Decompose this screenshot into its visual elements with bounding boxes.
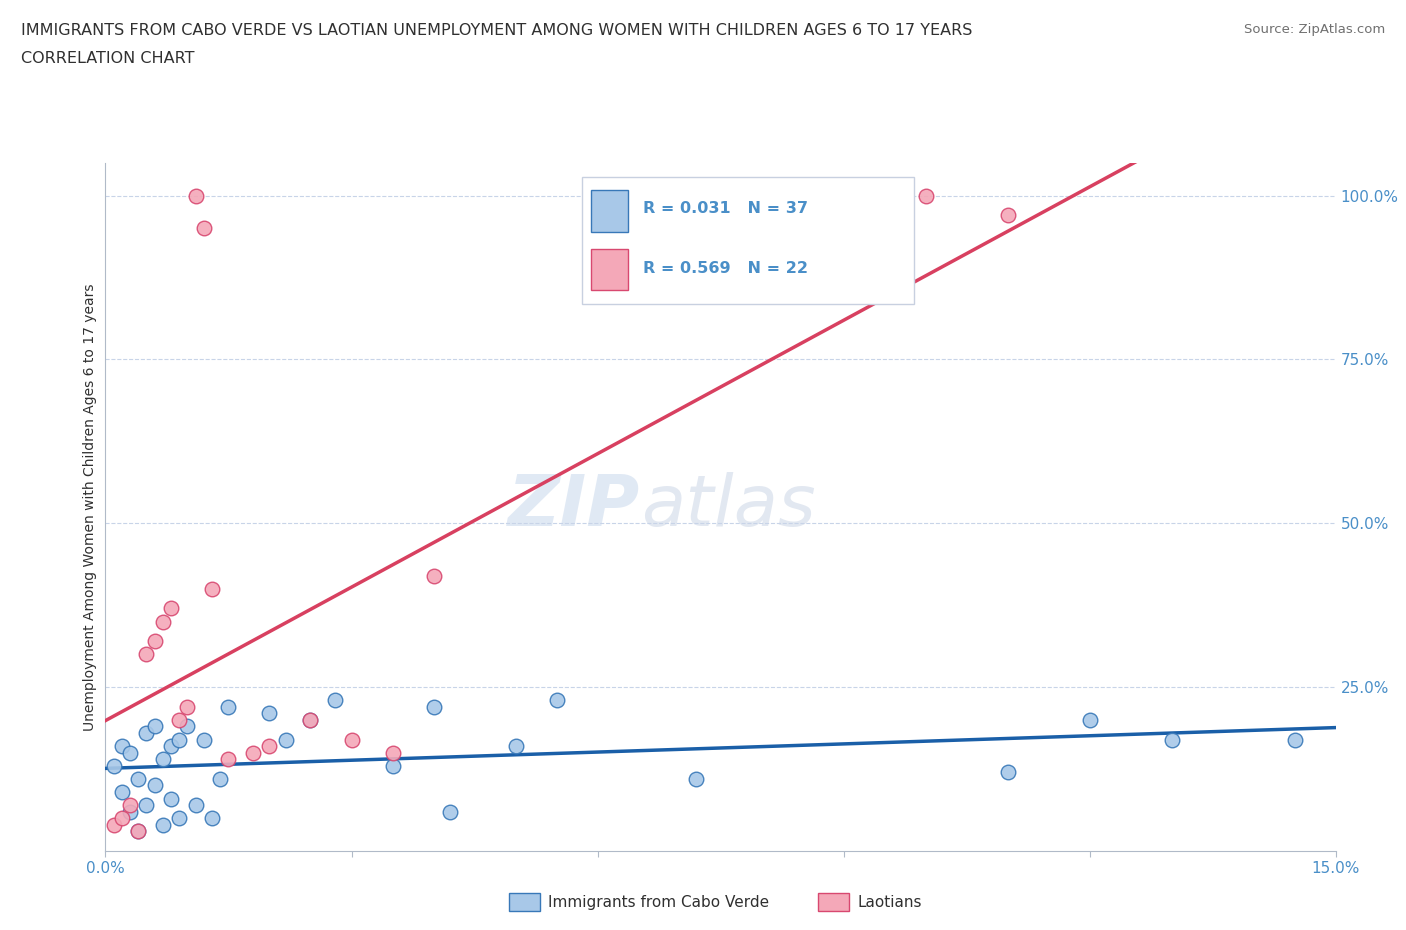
Point — [381, 758, 404, 773]
Point — [997, 207, 1019, 222]
Point — [299, 712, 322, 727]
Point — [201, 811, 224, 826]
Point — [120, 798, 141, 813]
Point — [209, 771, 232, 786]
Text: ZIP: ZIP — [509, 472, 641, 541]
FancyBboxPatch shape — [582, 177, 914, 304]
Text: atlas: atlas — [641, 472, 815, 541]
Point — [184, 188, 207, 203]
Point — [259, 738, 281, 753]
Text: R = 0.569   N = 22: R = 0.569 N = 22 — [643, 260, 808, 275]
Text: R = 0.031   N = 37: R = 0.031 N = 37 — [643, 202, 808, 217]
Point — [143, 633, 166, 648]
Point — [127, 824, 149, 839]
Point — [546, 693, 568, 708]
Bar — [592, 249, 628, 290]
Point — [274, 732, 297, 747]
Point — [152, 817, 174, 832]
Point — [422, 568, 444, 583]
Point — [422, 699, 444, 714]
Point — [193, 732, 215, 747]
Point — [381, 745, 404, 760]
Point — [111, 811, 134, 826]
Bar — [592, 191, 628, 232]
Point — [152, 614, 174, 629]
Point — [323, 693, 346, 708]
Point — [120, 804, 141, 819]
Point — [103, 758, 125, 773]
Point — [685, 771, 707, 786]
Point — [1284, 732, 1306, 747]
Point — [127, 771, 149, 786]
Text: IMMIGRANTS FROM CABO VERDE VS LAOTIAN UNEMPLOYMENT AMONG WOMEN WITH CHILDREN AGE: IMMIGRANTS FROM CABO VERDE VS LAOTIAN UN… — [21, 23, 973, 38]
Point — [201, 581, 224, 596]
Point — [169, 712, 191, 727]
Y-axis label: Unemployment Among Women with Children Ages 6 to 17 years: Unemployment Among Women with Children A… — [83, 283, 97, 731]
Point — [120, 745, 141, 760]
Point — [169, 732, 191, 747]
Point — [143, 719, 166, 734]
Point — [111, 738, 134, 753]
Text: Laotians: Laotians — [858, 895, 922, 910]
Point — [997, 764, 1019, 779]
Point — [169, 811, 191, 826]
Point — [135, 725, 157, 740]
Point — [184, 798, 207, 813]
Point — [103, 817, 125, 832]
Point — [176, 719, 198, 734]
Point — [1078, 712, 1101, 727]
Point — [176, 699, 198, 714]
Point — [127, 824, 149, 839]
Point — [135, 798, 157, 813]
Point — [160, 738, 183, 753]
Point — [299, 712, 322, 727]
Point — [439, 804, 461, 819]
Point — [218, 699, 240, 714]
Text: Source: ZipAtlas.com: Source: ZipAtlas.com — [1244, 23, 1385, 36]
Point — [914, 188, 936, 203]
Point — [218, 751, 240, 766]
Point — [160, 601, 183, 616]
Point — [111, 785, 134, 800]
Point — [143, 778, 166, 793]
Point — [152, 751, 174, 766]
Point — [242, 745, 264, 760]
Point — [505, 738, 527, 753]
Point — [193, 220, 215, 235]
Point — [135, 647, 157, 662]
Point — [160, 791, 183, 806]
Point — [1160, 732, 1182, 747]
Point — [259, 706, 281, 721]
Text: CORRELATION CHART: CORRELATION CHART — [21, 51, 194, 66]
Text: Immigrants from Cabo Verde: Immigrants from Cabo Verde — [548, 895, 769, 910]
Point — [340, 732, 363, 747]
